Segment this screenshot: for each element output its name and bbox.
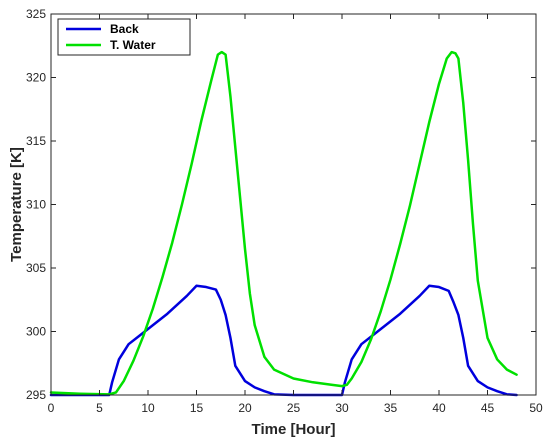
x-tick-label: 40 [432, 401, 446, 415]
y-tick-label: 325 [26, 7, 46, 21]
x-tick-label: 15 [190, 401, 204, 415]
y-tick-label: 320 [26, 71, 46, 85]
legend-label-back: Back [110, 22, 139, 36]
y-tick-label: 315 [26, 134, 46, 148]
x-tick-label: 10 [141, 401, 155, 415]
y-tick-label: 305 [26, 261, 46, 275]
series-line-t-water [49, 50, 518, 396]
x-tick-label: 25 [287, 401, 301, 415]
legend: Back T. Water [57, 18, 191, 56]
x-tick-label: 35 [384, 401, 398, 415]
legend-label-t-water: T. Water [110, 38, 156, 52]
x-tick-label: 45 [481, 401, 495, 415]
x-tick-label: 30 [335, 401, 349, 415]
legend-box [57, 18, 191, 56]
x-tick-label: 50 [529, 401, 543, 415]
y-axis-label: Temperature [K] [8, 147, 25, 262]
y-tick-label: 300 [26, 325, 46, 339]
y-tick-label: 310 [26, 198, 46, 212]
x-tick-label: 20 [238, 401, 252, 415]
x-tick-label: 0 [48, 401, 55, 415]
y-tick-label: 295 [26, 388, 46, 402]
x-axis-label: Time [Hour] [252, 421, 336, 438]
x-tick-label: 5 [96, 401, 103, 415]
plot-background [51, 14, 536, 395]
